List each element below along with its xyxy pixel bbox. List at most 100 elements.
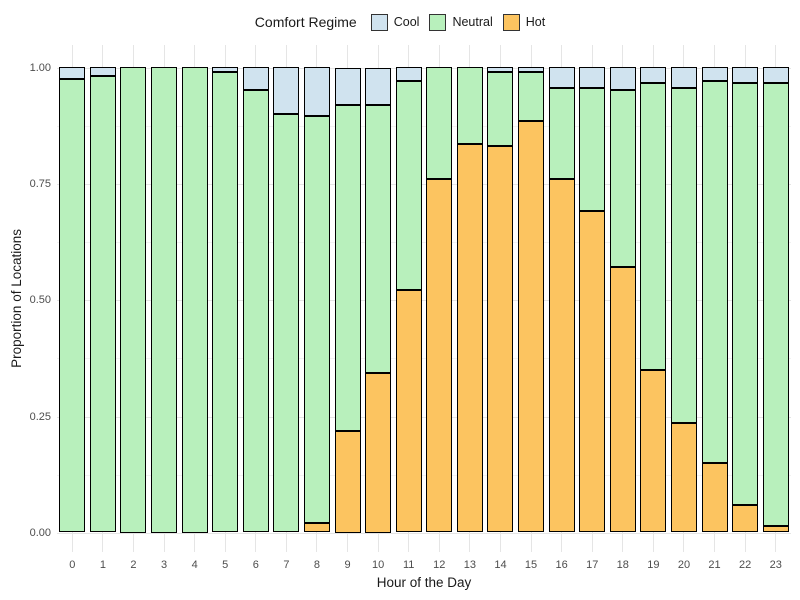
gridline-horizontal-major bbox=[57, 416, 791, 418]
bar-segment-cool-hour-8 bbox=[303, 67, 330, 116]
gridline-horizontal-major bbox=[57, 533, 791, 534]
legend-label-hot: Hot bbox=[525, 15, 546, 29]
legend-label-cool: Cool bbox=[393, 15, 420, 29]
bar-hour-12 bbox=[426, 67, 453, 533]
bar-hour-10 bbox=[365, 68, 392, 533]
x-tick-label: 8 bbox=[313, 559, 321, 571]
bar-segment-hot-hour-9 bbox=[334, 430, 361, 533]
legend-key-hot bbox=[502, 13, 520, 31]
bar-segment-neutral-hour-12 bbox=[426, 67, 453, 179]
bar-segment-neutral-hour-23 bbox=[762, 83, 789, 526]
bar-hour-13 bbox=[456, 67, 483, 533]
bar-segment-neutral-hour-13 bbox=[456, 67, 483, 144]
bar-segment-cool-hour-23 bbox=[762, 67, 789, 84]
bar-segment-cool-hour-0 bbox=[59, 67, 86, 79]
bar-hour-4 bbox=[181, 67, 208, 533]
x-axis-title: Hour of the Day bbox=[376, 575, 472, 590]
bar-segment-cool-hour-19 bbox=[640, 67, 667, 84]
bar-segment-hot-hour-11 bbox=[395, 290, 422, 533]
bar-segment-hot-hour-12 bbox=[426, 178, 453, 533]
bar-segment-neutral-hour-6 bbox=[242, 90, 269, 533]
x-tick-label: 4 bbox=[191, 559, 198, 571]
x-tick-label: 20 bbox=[677, 559, 691, 571]
bar-segment-cool-hour-14 bbox=[487, 67, 514, 72]
bar-hour-21 bbox=[701, 67, 728, 533]
gridline-horizontal-minor bbox=[57, 242, 791, 244]
y-tick-label: 0.75 bbox=[29, 177, 51, 190]
x-tick-label: 15 bbox=[524, 559, 538, 571]
bar-hour-15 bbox=[518, 67, 545, 533]
bar-segment-neutral-hour-3 bbox=[151, 67, 178, 533]
bar-segment-cool-hour-11 bbox=[395, 67, 422, 81]
x-tick-label: 14 bbox=[494, 559, 507, 571]
bar-hour-18 bbox=[609, 67, 636, 533]
bar-segment-neutral-hour-14 bbox=[487, 71, 514, 147]
bar-segment-cool-hour-5 bbox=[212, 67, 239, 72]
bar-hour-16 bbox=[548, 67, 575, 533]
legend: Comfort Regime Cool Neutral Hot bbox=[0, 8, 800, 36]
bar-hour-0 bbox=[59, 67, 86, 533]
bar-segment-neutral-hour-17 bbox=[579, 87, 606, 212]
x-tick-label: 10 bbox=[372, 559, 385, 571]
bar-segment-cool-hour-9 bbox=[334, 68, 361, 106]
x-tick-label: 3 bbox=[160, 559, 168, 571]
bar-segment-cool-hour-15 bbox=[518, 67, 545, 72]
bar-segment-cool-hour-18 bbox=[609, 67, 636, 91]
legend-label-neutral: Neutral bbox=[452, 15, 493, 29]
x-tick-label: 12 bbox=[433, 559, 446, 571]
x-tick-label: 1 bbox=[99, 559, 106, 571]
bar-segment-hot-hour-8 bbox=[303, 523, 330, 533]
bar-segment-hot-hour-19 bbox=[640, 369, 667, 533]
bar-segment-cool-hour-6 bbox=[242, 67, 269, 91]
bar-segment-hot-hour-13 bbox=[456, 143, 483, 533]
legend-title: Comfort Regime bbox=[254, 14, 357, 30]
legend-key-cool bbox=[370, 13, 388, 31]
bar-segment-cool-hour-10 bbox=[365, 68, 392, 106]
bar-hour-22 bbox=[732, 67, 759, 533]
x-tick-label: 6 bbox=[252, 559, 259, 571]
x-tick-label: 16 bbox=[555, 559, 568, 571]
bar-hour-6 bbox=[242, 67, 269, 533]
x-tick-label: 9 bbox=[344, 559, 351, 571]
bar-hour-1 bbox=[89, 67, 116, 533]
x-tick-label: 2 bbox=[130, 559, 137, 571]
bar-hour-19 bbox=[640, 67, 667, 533]
x-tick-label: 21 bbox=[708, 559, 721, 571]
x-tick-label: 13 bbox=[463, 559, 476, 571]
x-tick-label: 19 bbox=[647, 559, 660, 571]
x-tick-label: 11 bbox=[402, 559, 415, 571]
bar-segment-neutral-hour-9 bbox=[334, 105, 361, 431]
legend-item-neutral: Neutral bbox=[429, 13, 493, 31]
bar-segment-cool-hour-7 bbox=[273, 67, 300, 114]
bar-hour-17 bbox=[579, 67, 606, 533]
bar-hour-8 bbox=[303, 67, 330, 533]
gridline-horizontal-minor bbox=[57, 358, 791, 360]
bar-segment-neutral-hour-11 bbox=[395, 80, 422, 291]
bar-segment-neutral-hour-2 bbox=[120, 67, 147, 533]
x-tick-label: 7 bbox=[283, 559, 290, 571]
gridline-horizontal-minor bbox=[57, 125, 791, 127]
bar-segment-cool-hour-21 bbox=[701, 67, 728, 81]
bar-segment-hot-hour-23 bbox=[762, 525, 789, 533]
bar-segment-neutral-hour-19 bbox=[640, 83, 667, 370]
bar-segment-cool-hour-16 bbox=[548, 67, 575, 88]
legend-item-hot: Hot bbox=[502, 13, 546, 31]
bar-segment-hot-hour-17 bbox=[579, 211, 606, 533]
bar-segment-cool-hour-20 bbox=[670, 67, 697, 88]
bar-segment-neutral-hour-20 bbox=[670, 87, 697, 424]
bar-segment-neutral-hour-15 bbox=[518, 71, 545, 121]
y-tick-label: 0.00 bbox=[29, 527, 51, 539]
bar-segment-neutral-hour-7 bbox=[273, 113, 300, 533]
x-tick-label: 22 bbox=[739, 559, 752, 571]
bar-segment-neutral-hour-10 bbox=[365, 105, 392, 373]
bar-segment-hot-hour-14 bbox=[487, 146, 514, 533]
gridline-horizontal-major bbox=[57, 300, 791, 302]
gridline-horizontal-major bbox=[57, 183, 791, 185]
bar-hour-11 bbox=[395, 67, 422, 533]
gridline-horizontal-major bbox=[57, 67, 791, 69]
plot-panel bbox=[57, 45, 791, 552]
bar-segment-hot-hour-16 bbox=[548, 178, 575, 533]
bar-segment-neutral-hour-0 bbox=[59, 78, 86, 533]
x-tick-label: 18 bbox=[616, 559, 629, 571]
